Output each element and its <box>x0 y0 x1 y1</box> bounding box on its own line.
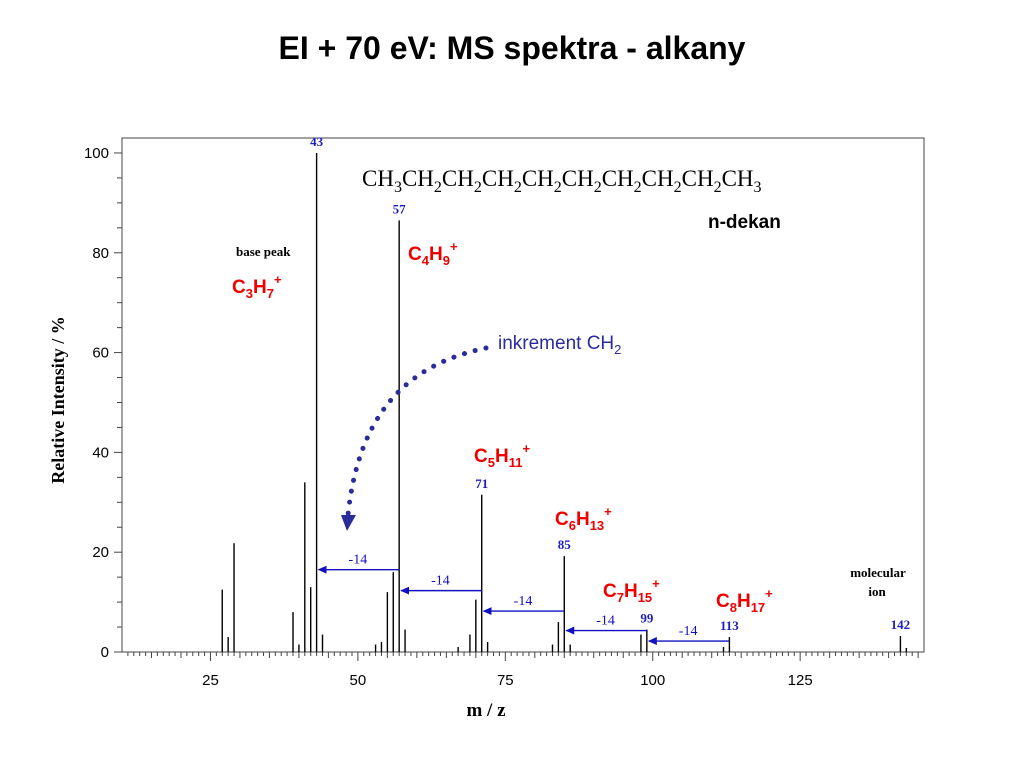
ion-h-count: 9 <box>443 253 450 268</box>
peak-label-113: 113 <box>720 618 739 633</box>
molecular-ion-annotation-line1: molecular <box>850 565 906 580</box>
y-tick-label: 0 <box>101 644 109 661</box>
y-axis-label: Relative Intensity / % <box>48 316 68 483</box>
ion-charge: + <box>652 576 660 591</box>
slide-title: EI + 70 eV: MS spektra - alkany <box>278 30 746 66</box>
y-axis: 0 20 40 60 80 100 <box>84 145 122 661</box>
spectrum-peaks <box>221 152 908 652</box>
formula-group: CH <box>442 166 474 191</box>
formula-subscript: 2 <box>714 179 722 196</box>
formula-subscript: 2 <box>594 179 602 196</box>
increment-arrowhead <box>341 515 356 531</box>
formula-group: CH <box>602 166 634 191</box>
peak-label-43: 43 <box>310 134 324 149</box>
increment-label: inkrement CH2 <box>498 333 621 357</box>
peak-label-142: 142 <box>891 617 911 632</box>
y-tick-label: 60 <box>92 345 109 362</box>
formula-subscript: 3 <box>394 179 402 196</box>
peak-label-99: 99 <box>640 611 654 626</box>
step-arrow-label-113: -14 <box>679 624 698 639</box>
ion-h-count: 13 <box>590 518 604 533</box>
ion-c: C <box>408 244 422 265</box>
ion-h: H <box>737 591 751 612</box>
ion-charge: + <box>765 586 773 601</box>
formula-group: CH <box>682 166 714 191</box>
peak-label-57: 57 <box>393 201 407 216</box>
x-tick-label: 75 <box>497 672 514 689</box>
ion-h: H <box>253 277 267 298</box>
ion-c: C <box>603 581 617 602</box>
formula-group: CH <box>642 166 674 191</box>
x-tick-label: 25 <box>202 672 219 689</box>
ion-h-count: 15 <box>638 590 652 605</box>
x-tick-label: 100 <box>640 672 665 689</box>
formula-group: CH <box>562 166 594 191</box>
y-tick-label: 20 <box>92 544 109 561</box>
ion-formula-c4h9: C4H9+ <box>408 239 458 268</box>
base-peak-annotation: base peak <box>236 244 291 259</box>
ion-c-count: 3 <box>246 286 253 301</box>
formula-subscript: 2 <box>554 179 562 196</box>
ion-c: C <box>232 277 246 298</box>
ion-formula-c7h15: C7H15+ <box>603 576 660 605</box>
ion-c-count: 6 <box>569 518 576 533</box>
ion-h-count: 7 <box>267 286 274 301</box>
increment-text: inkrement CH <box>498 333 614 354</box>
ion-c: C <box>555 509 569 530</box>
formula-group: CH <box>362 166 394 191</box>
formula-group: CH <box>722 166 754 191</box>
ion-h: H <box>624 581 638 602</box>
ion-formula-c3h7: C3H7+ <box>232 272 282 301</box>
ion-formula-c5h11: C5H11+ <box>474 441 530 470</box>
ion-h: H <box>495 446 509 467</box>
ion-h-count: 17 <box>751 600 765 615</box>
formula-subscript: 2 <box>434 179 442 196</box>
molecular-ion-annotation-line2: ion <box>868 584 886 599</box>
step-arrow-label-85: -14 <box>514 594 533 609</box>
step-arrows: -14 -14 -14 -14 -14 <box>317 553 730 646</box>
ion-h-count: 11 <box>509 455 523 470</box>
ion-c-count: 7 <box>617 590 624 605</box>
ion-charge: + <box>604 504 612 519</box>
formula-subscript: 3 <box>754 179 762 196</box>
y-tick-label: 100 <box>84 145 109 162</box>
formula-group: CH <box>482 166 514 191</box>
peak-label-85: 85 <box>558 537 572 552</box>
formula-subscript: 2 <box>514 179 522 196</box>
step-arrow-label-99: -14 <box>596 614 615 629</box>
x-axis: 25 50 75 100 125 <box>127 652 919 689</box>
formula-group: CH <box>402 166 434 191</box>
plot-frame <box>121 137 925 653</box>
ion-h: H <box>429 244 443 265</box>
ion-c: C <box>474 446 488 467</box>
ion-c-count: 5 <box>488 455 495 470</box>
ion-charge: + <box>522 441 530 456</box>
ion-charge: + <box>274 272 282 287</box>
structural-formula: CH3CH2CH2CH2CH2CH2CH2CH2CH2CH3 <box>362 166 762 196</box>
increment-dotted-arrow <box>345 345 489 518</box>
formula-group: CH <box>522 166 554 191</box>
ion-formula-c8h17: C8H17+ <box>716 586 773 615</box>
y-tick-label: 80 <box>92 245 109 262</box>
ion-charge: + <box>450 239 458 254</box>
formula-subscript: 2 <box>634 179 642 196</box>
x-axis-label: m / z <box>466 700 506 721</box>
ion-c-count: 8 <box>730 600 737 615</box>
ion-c-count: 4 <box>422 253 430 268</box>
formula-subscript: 2 <box>474 179 482 196</box>
ion-c: C <box>716 591 730 612</box>
x-tick-label: 50 <box>350 672 367 689</box>
x-tick-label: 125 <box>788 672 813 689</box>
step-arrow-label-71: -14 <box>431 574 450 589</box>
step-arrow-label-57: -14 <box>349 553 368 568</box>
compound-name: n-dekan <box>708 212 781 233</box>
ion-formula-c6h13: C6H13+ <box>555 504 612 533</box>
increment-subscript: 2 <box>614 342 621 357</box>
peak-label-71: 71 <box>475 476 488 491</box>
y-tick-label: 40 <box>92 444 109 461</box>
ion-h: H <box>576 509 590 530</box>
formula-subscript: 2 <box>674 179 682 196</box>
